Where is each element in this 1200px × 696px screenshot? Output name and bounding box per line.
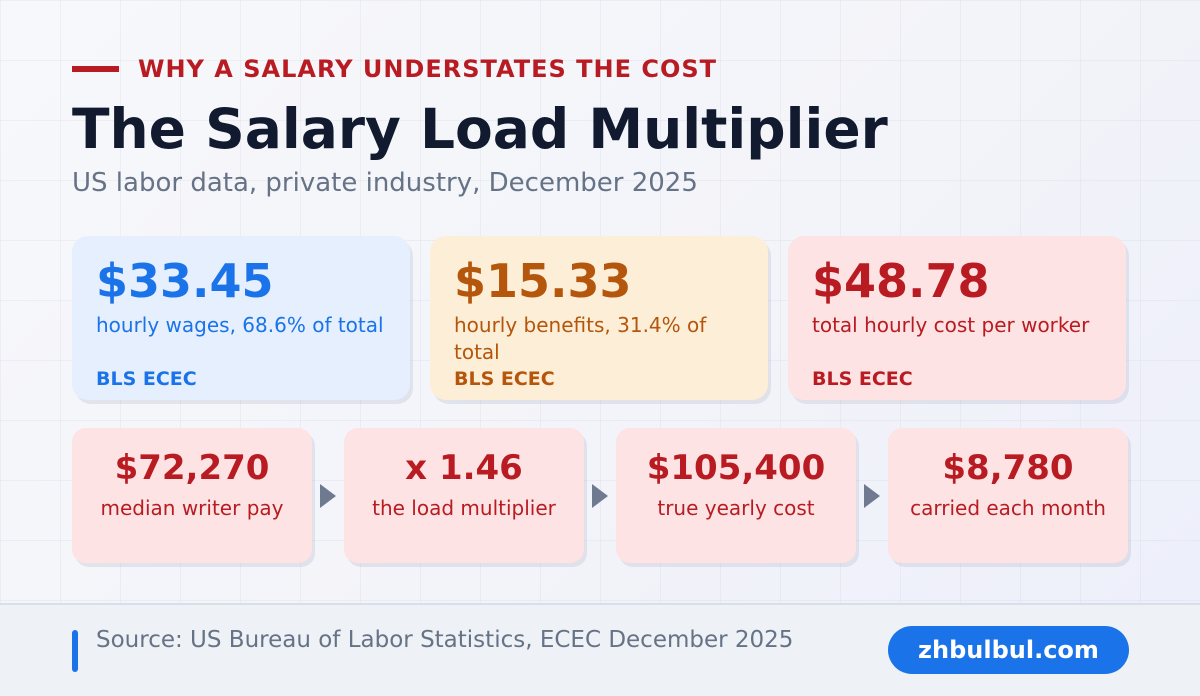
brand-link-button[interactable]: zhbulbul.com — [888, 626, 1129, 674]
stat-description: hourly benefits, 31.4% of total — [454, 313, 707, 364]
flow-label: carried each month — [910, 496, 1106, 520]
eyebrow-label: WHY A SALARY UNDERSTATES THE COST — [138, 55, 718, 83]
source-note: Source: US Bureau of Labor Statistics, E… — [96, 627, 794, 653]
stat-card-total-hourly-cost: $48.78 total hourly cost per worker BLS … — [788, 236, 1126, 400]
footer-accent-bar — [72, 630, 78, 672]
flow-value: $8,780 — [942, 448, 1074, 488]
page-subtitle: US labor data, private industry, Decembe… — [72, 168, 698, 198]
stat-description: hourly wages, 68.6% of total — [96, 313, 384, 337]
flow-value: x 1.46 — [405, 448, 523, 488]
flow-card-monthly-cost: $8,780 carried each month — [888, 428, 1128, 563]
flow-label: median writer pay — [100, 496, 284, 520]
page-title: The Salary Load Multiplier — [72, 97, 888, 161]
stat-card-hourly-benefits: $15.33 hourly benefits, 31.4% of total B… — [430, 236, 768, 400]
stat-source: BLS ECEC — [96, 368, 197, 390]
triangle-right-icon — [592, 484, 608, 508]
flow-card-true-yearly-cost: $105,400 true yearly cost — [616, 428, 856, 563]
stat-description: total hourly cost per worker — [812, 313, 1090, 337]
stat-card-hourly-wages: $33.45 hourly wages, 68.6% of total BLS … — [72, 236, 410, 400]
stat-source: BLS ECEC — [454, 368, 555, 390]
flow-card-median-pay: $72,270 median writer pay — [72, 428, 312, 563]
flow-label: the load multiplier — [372, 496, 556, 520]
flow-value: $72,270 — [114, 448, 270, 488]
footer: Source: US Bureau of Labor Statistics, E… — [0, 603, 1200, 696]
stat-value: $33.45 — [96, 254, 274, 308]
stat-value: $15.33 — [454, 254, 632, 308]
triangle-right-icon — [864, 484, 880, 508]
flow-label: true yearly cost — [657, 496, 815, 520]
eyebrow-accent-bar — [72, 66, 119, 72]
stat-value: $48.78 — [812, 254, 990, 308]
flow-card-load-multiplier: x 1.46 the load multiplier — [344, 428, 584, 563]
triangle-right-icon — [320, 484, 336, 508]
flow-value: $105,400 — [646, 448, 826, 488]
stat-source: BLS ECEC — [812, 368, 913, 390]
